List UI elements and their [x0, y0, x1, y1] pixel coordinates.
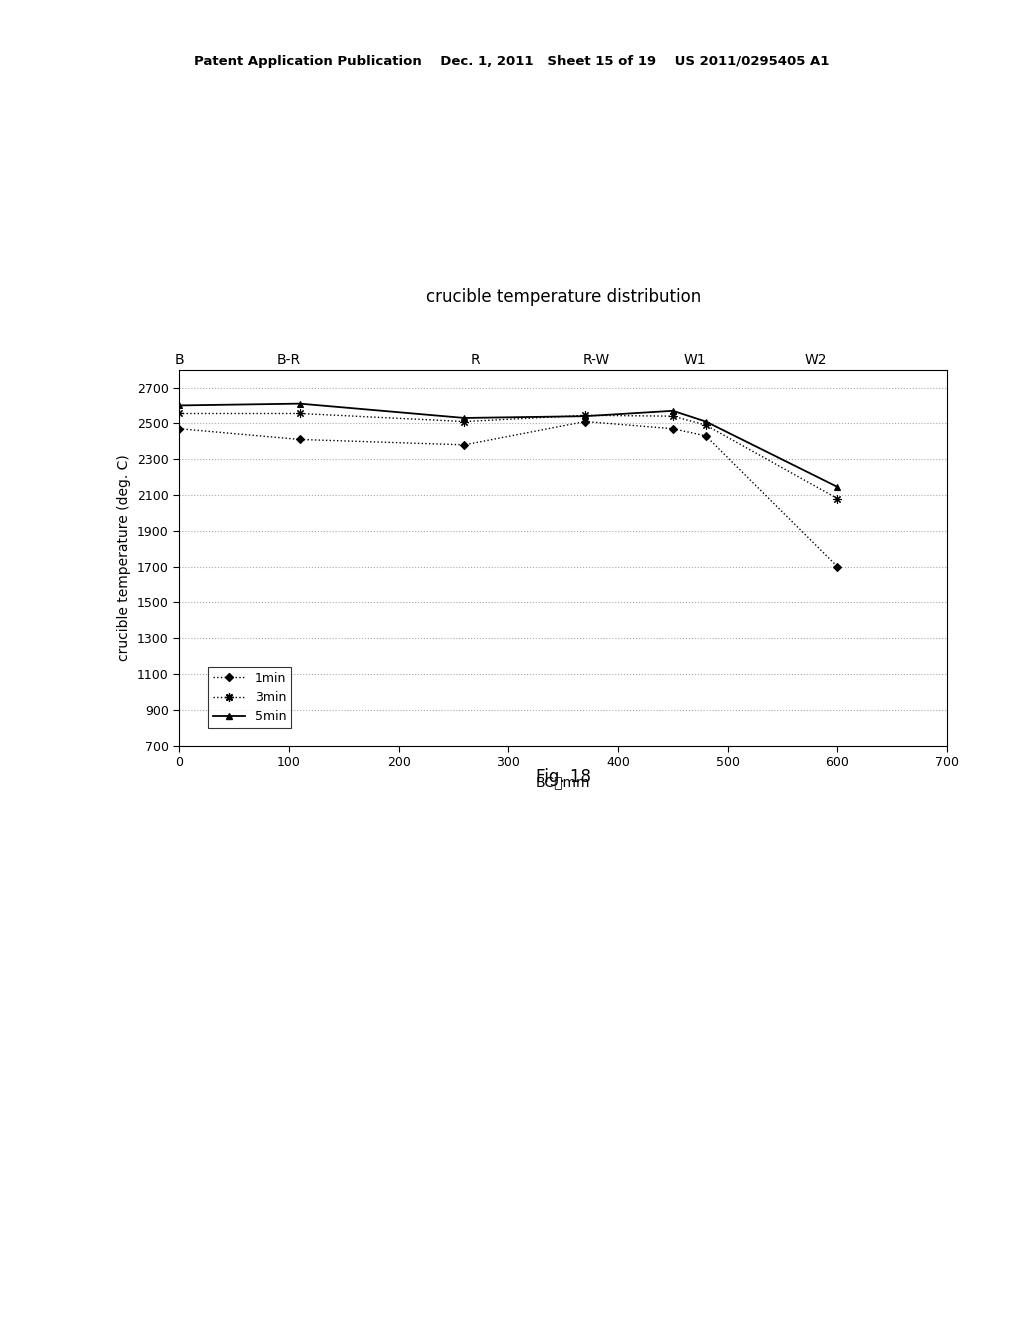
Y-axis label: crucible temperature (deg. C): crucible temperature (deg. C)	[118, 454, 131, 661]
Legend: 1min, 3min, 5min: 1min, 3min, 5min	[209, 667, 291, 729]
X-axis label: BC～mm: BC～mm	[536, 775, 591, 789]
Text: crucible temperature distribution: crucible temperature distribution	[426, 288, 700, 306]
Text: Patent Application Publication    Dec. 1, 2011   Sheet 15 of 19    US 2011/02954: Patent Application Publication Dec. 1, 2…	[195, 55, 829, 69]
Text: Fig. 18: Fig. 18	[536, 768, 591, 787]
